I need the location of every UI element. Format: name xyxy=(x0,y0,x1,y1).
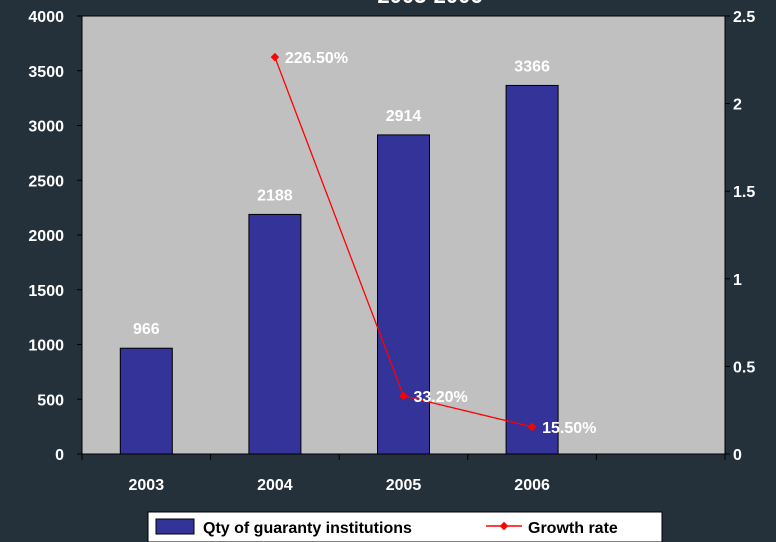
line-value-label: 226.50% xyxy=(285,50,348,67)
legend-box xyxy=(147,511,663,542)
left-axis: 0 500 1000 1500 2000 2500 3000 3500 4000 xyxy=(28,9,82,464)
legend-bar-label: Qty of guaranty institutions xyxy=(203,520,412,537)
left-tick-label: 3500 xyxy=(28,64,64,81)
right-tick-label: 1.5 xyxy=(733,184,755,201)
left-tick-label: 500 xyxy=(37,392,64,409)
bar-value-label: 2188 xyxy=(257,187,293,204)
left-tick-label: 1000 xyxy=(28,338,64,355)
right-tick-label: 2.5 xyxy=(733,9,755,26)
line-series: 226.50% 33.20% 15.50% xyxy=(270,50,596,437)
legend-bar-swatch xyxy=(155,518,195,535)
x-tick-label: 2006 xyxy=(514,477,550,494)
legend-line-marker xyxy=(499,521,509,531)
x-axis: 2003 2004 2005 2006 xyxy=(81,454,726,494)
x-tick-label: 2004 xyxy=(257,477,293,494)
line-point xyxy=(399,391,408,401)
right-tick-label: 1 xyxy=(733,272,742,289)
legend: Qty of guaranty institutions Growth rate xyxy=(147,511,663,542)
right-tick-label: 0.5 xyxy=(733,359,755,376)
bar-value-label: 966 xyxy=(133,321,160,338)
bar xyxy=(377,134,430,455)
bar xyxy=(248,213,302,455)
x-tick-label: 2005 xyxy=(386,477,422,494)
left-tick-label: 3000 xyxy=(28,119,64,136)
x-tick-label: 2003 xyxy=(129,477,165,494)
right-tick-label: 0 xyxy=(733,447,742,464)
chart-title: 2003-2006 xyxy=(377,0,482,8)
bar-value-label: 3366 xyxy=(514,58,550,75)
bar-value-label: 2914 xyxy=(386,108,422,125)
left-tick-label: 2500 xyxy=(28,173,64,190)
left-tick-label: 1500 xyxy=(28,283,64,300)
left-tick-label: 2000 xyxy=(28,228,64,245)
left-tick-label: 4000 xyxy=(28,9,64,26)
line-value-label: 15.50% xyxy=(542,420,596,437)
bar xyxy=(505,84,559,455)
line-value-label: 33.20% xyxy=(414,389,468,406)
right-axis: 0 0.5 1 1.5 2 2.5 xyxy=(725,9,755,464)
line-point xyxy=(270,52,280,62)
line-point xyxy=(527,422,537,432)
bar xyxy=(119,347,173,455)
legend-line-label: Growth rate xyxy=(528,520,618,537)
left-tick-label: 0 xyxy=(55,447,64,464)
right-tick-label: 2 xyxy=(733,97,742,114)
bar-series: 966 2188 2914 3366 xyxy=(119,58,559,455)
